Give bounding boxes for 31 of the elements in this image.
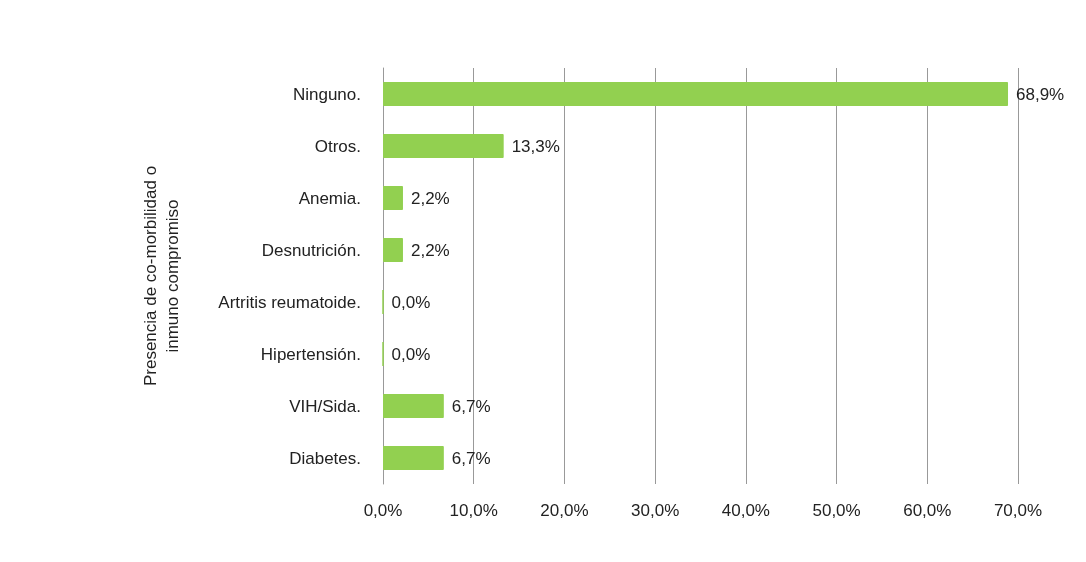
x-tick-label: 10,0% bbox=[449, 501, 498, 520]
bar bbox=[383, 134, 504, 158]
y-tick-label: Hipertensión. bbox=[260, 344, 361, 364]
data-label: 2,2% bbox=[410, 188, 450, 208]
x-tick-label: 0,0% bbox=[363, 501, 403, 520]
bar bbox=[383, 394, 444, 418]
y-tick-label: Desnutrición. bbox=[261, 240, 361, 260]
y-tick-label: Diabetes. bbox=[289, 448, 361, 468]
y-tick-label: Otros. bbox=[314, 136, 361, 156]
data-label: 6,7% bbox=[451, 448, 491, 468]
bar bbox=[383, 238, 403, 262]
y-tick-label: VIH/Sida. bbox=[289, 396, 361, 416]
x-tick-label: 30,0% bbox=[631, 501, 680, 520]
data-label: 2,2% bbox=[410, 240, 450, 260]
y-axis-title: Presencia de co-morbilidad o inmuno compromiso bbox=[140, 165, 182, 387]
data-label: 0,0% bbox=[391, 292, 431, 312]
x-tick-label: 40,0% bbox=[721, 501, 770, 520]
data-label: 6,7% bbox=[451, 396, 491, 416]
data-label: 0,0% bbox=[391, 344, 431, 364]
x-tick-label: 50,0% bbox=[812, 501, 861, 520]
data-label: 13,3% bbox=[511, 136, 560, 156]
bar bbox=[383, 82, 1009, 106]
bar bbox=[383, 446, 444, 470]
y-tick-label: Artritis reumatoide. bbox=[218, 292, 361, 312]
data-label: 68,9% bbox=[1016, 84, 1065, 104]
x-tick-label: 70,0% bbox=[993, 501, 1043, 520]
x-tick-label: 60,0% bbox=[903, 501, 952, 520]
bar bbox=[383, 186, 403, 210]
x-tick-label: 20,0% bbox=[540, 501, 589, 520]
y-tick-label: Ninguno. bbox=[292, 84, 361, 104]
y-tick-label: Anemia. bbox=[298, 188, 361, 208]
